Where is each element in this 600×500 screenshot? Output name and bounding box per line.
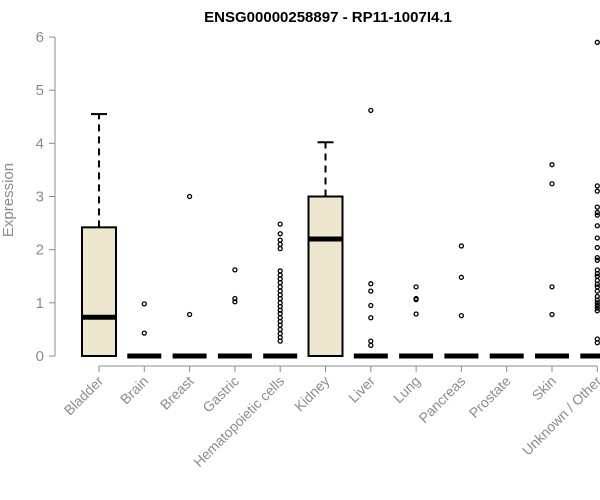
- outlier-point: [594, 270, 600, 277]
- chart-title: ENSG00000258897 - RP11-1007I4.1: [204, 9, 452, 26]
- outlier-point: [277, 241, 283, 248]
- x-tick-label: Breast: [157, 373, 197, 413]
- y-axis-label: Expression: [0, 163, 17, 237]
- outlier-point: [413, 296, 419, 303]
- outlier-point: [368, 338, 374, 344]
- outlier-point: [594, 302, 600, 309]
- y-axis: 0 1 2 3 4 5 6: [36, 29, 56, 365]
- box-group: [81, 113, 117, 357]
- box-group: [444, 243, 479, 359]
- outlier-point: [594, 183, 600, 189]
- x-tick-label: Kidney: [291, 373, 333, 415]
- x-tick-label: Brain: [117, 373, 151, 407]
- outlier-point: [594, 209, 600, 216]
- outlier-point: [594, 308, 600, 314]
- outlier-point: [277, 284, 283, 290]
- outlier-point: [232, 267, 238, 273]
- outlier-point: [594, 244, 600, 251]
- outlier-point: [277, 237, 283, 243]
- x-tick-label: Pancreas: [415, 373, 468, 426]
- outlier-point: [594, 284, 600, 290]
- outlier-point: [594, 39, 600, 45]
- outlier-point: [368, 281, 374, 287]
- outlier-point: [594, 281, 600, 287]
- outlier-point: [594, 235, 600, 241]
- outlier-point: [594, 212, 600, 218]
- outlier-point: [594, 204, 600, 210]
- box-group: [353, 107, 388, 359]
- box-group: [535, 161, 569, 359]
- outlier-point: [549, 181, 555, 187]
- x-tick-label: Bladder: [61, 373, 107, 419]
- outlier-point: [141, 330, 147, 336]
- outlier-point: [413, 311, 419, 317]
- y-tick-label: 1: [36, 295, 44, 312]
- outlier-point: [594, 273, 600, 279]
- outlier-point: [232, 299, 238, 305]
- outlier-point: [594, 300, 600, 306]
- outlier-point: [277, 221, 283, 227]
- x-tick-label: Skin: [529, 373, 560, 404]
- outlier-point: [277, 245, 283, 252]
- outlier-point: [232, 295, 238, 302]
- box-group: [399, 284, 434, 359]
- outlier-point: [594, 297, 600, 303]
- outlier-point: [186, 193, 193, 200]
- box-group: [217, 267, 252, 359]
- outlier-point: [368, 315, 374, 321]
- x-tick-label: Liver: [345, 373, 378, 406]
- box-group: [127, 301, 162, 359]
- outlier-point: [368, 342, 374, 349]
- x-tick-label: Unknown / Other: [519, 373, 600, 459]
- outlier-point: [594, 288, 600, 294]
- outlier-point: [277, 326, 283, 333]
- outlier-point: [186, 311, 193, 318]
- outlier-point: [277, 307, 283, 313]
- outlier-point: [549, 284, 555, 290]
- y-tick-label: 2: [36, 242, 44, 259]
- outlier-point: [458, 243, 465, 249]
- y-tick-label: 3: [36, 189, 44, 206]
- outlier-point: [368, 288, 374, 294]
- x-tick-label: Lung: [390, 373, 423, 406]
- box-rect: [81, 226, 117, 357]
- outlier-point: [277, 279, 283, 286]
- outlier-point: [277, 268, 283, 274]
- box-group: [307, 141, 344, 357]
- box-rect: [307, 195, 344, 357]
- x-tick-label: Prostate: [466, 373, 514, 421]
- y-tick-label: 5: [36, 82, 44, 99]
- outlier-point: [368, 107, 374, 114]
- outlier-point: [413, 284, 419, 290]
- outlier-point: [141, 301, 147, 307]
- outlier-point: [277, 295, 283, 302]
- outlier-point: [458, 312, 465, 319]
- outlier-point: [549, 311, 555, 318]
- y-tick-label: 0: [36, 348, 44, 365]
- y-tick-label: 6: [36, 29, 44, 46]
- outlier-point: [594, 254, 600, 261]
- outlier-point: [594, 340, 600, 346]
- box-group: [172, 193, 207, 359]
- outlier-point: [594, 188, 600, 194]
- x-tick-label: Gastric: [199, 373, 242, 416]
- plot-area: [81, 39, 600, 359]
- box-group: [580, 39, 600, 359]
- outlier-point: [594, 305, 600, 311]
- outlier-point: [277, 231, 283, 237]
- outlier-point: [277, 322, 283, 328]
- box-group: [263, 221, 298, 359]
- outlier-point: [549, 161, 555, 168]
- outlier-point: [277, 338, 283, 344]
- outlier-point: [277, 310, 283, 317]
- outlier-point: [368, 302, 374, 309]
- y-tick-label: 4: [36, 135, 44, 152]
- outlier-point: [594, 223, 600, 229]
- outlier-point: [594, 257, 600, 263]
- outlier-point: [458, 274, 465, 280]
